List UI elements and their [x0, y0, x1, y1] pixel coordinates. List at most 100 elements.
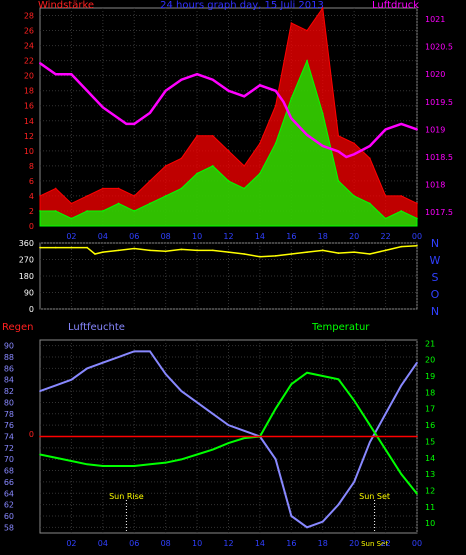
temp-point: [117, 465, 120, 467]
humidity-x-tick: 00: [412, 539, 422, 548]
pressure-point: [148, 111, 151, 114]
temp-tick-label: 18: [425, 388, 435, 397]
compass-label: W: [430, 254, 441, 267]
temp-tick-label: 10: [425, 519, 435, 528]
direction-tick-label: 90: [24, 289, 34, 298]
wind-x-tick-labels: 02 04 06 08 10 12 14 16 18 20 22 00: [66, 232, 422, 241]
wind-point: [290, 22, 293, 24]
temp-tick-label: 12: [425, 486, 435, 495]
wind-x-tick: 22: [380, 232, 390, 241]
pressure-point: [196, 73, 199, 76]
humidity-tick-label: 66: [4, 478, 14, 487]
wind-point: [196, 172, 198, 175]
pressure-point: [164, 89, 167, 92]
rain-axis-label: Regen: [2, 322, 34, 333]
wind-tick-label: 8: [29, 162, 34, 171]
pressure-point: [125, 122, 128, 125]
direction-point: [180, 248, 183, 251]
temp-point: [369, 424, 371, 426]
wind-point: [321, 7, 324, 9]
temp-point: [102, 465, 104, 467]
sunset-time-label: Sun Set: [361, 540, 388, 548]
temperature-axis-label: Temperatur: [311, 322, 370, 333]
humidity-point: [86, 367, 88, 370]
wind-point: [384, 195, 387, 197]
pressure-tick-label: 1017.5: [425, 208, 453, 217]
pressure-point: [243, 95, 246, 98]
wind-axis-label: Windstärke: [38, 0, 94, 11]
sunrise-label: Sun Rise: [109, 492, 144, 501]
temp-tick-label: 13: [425, 470, 435, 479]
wind-point: [243, 187, 246, 190]
humidity-tick-label: 58: [4, 523, 14, 532]
wind-tick-label: 4: [29, 192, 34, 201]
pressure-series-group: [39, 62, 418, 159]
temp-tick-label: 17: [425, 405, 435, 414]
pressure-point: [274, 89, 277, 92]
compass-label: N: [431, 305, 439, 318]
wind-point: [321, 112, 324, 115]
pressure-point: [337, 150, 340, 153]
humidity-tick-label: 86: [4, 364, 14, 373]
pressure-point: [180, 78, 183, 81]
direction-point: [86, 246, 88, 249]
humidity-tick-label: 72: [4, 444, 14, 453]
temp-point: [321, 375, 324, 377]
humidity-point: [353, 481, 355, 483]
temp-tick-label: 14: [425, 454, 435, 463]
direction-point: [400, 245, 403, 248]
humidity-point: [164, 373, 167, 375]
wind-point: [117, 202, 120, 205]
humidity-tick-label: 70: [4, 455, 14, 464]
humidity-point: [70, 378, 73, 381]
humidity-tick-label: 60: [4, 512, 14, 521]
humidity-x-tick: 14: [255, 539, 265, 548]
direction-tick-label: 180: [19, 272, 34, 281]
pressure-point: [282, 100, 285, 103]
temp-right-tick-labels: 10 11 12 13 14 15 16 17 18 19 20 21: [425, 339, 435, 528]
direction-point: [196, 249, 198, 252]
humidity-x-tick: 22: [380, 539, 390, 548]
temp-tick-label: 21: [425, 339, 435, 348]
wind-point: [290, 97, 293, 100]
humidity-point: [149, 350, 151, 353]
pressure-line: [39, 62, 418, 159]
humidity-point: [416, 361, 418, 364]
wind-point: [149, 202, 151, 205]
temp-point: [243, 437, 246, 439]
temp-point: [337, 378, 340, 381]
rain-tick-zero: 0: [29, 430, 34, 439]
humidity-tick-label: 76: [4, 421, 14, 430]
temp-point: [306, 371, 308, 374]
direction-point: [384, 249, 387, 252]
temp-point: [70, 460, 73, 462]
humidity-x-tick-labels: 02 04 06 08 10 12 14 16 18 20 22 00: [66, 539, 422, 548]
wind-series-area: [39, 59, 418, 227]
wind-point: [416, 217, 418, 220]
temp-point: [400, 473, 403, 475]
humidity-point: [306, 526, 308, 529]
humidity-point: [54, 384, 57, 387]
temp-point: [133, 465, 136, 467]
humidity-tick-label: 64: [4, 489, 14, 498]
humidity-x-tick: 06: [129, 539, 139, 548]
wind-point: [70, 202, 73, 205]
wind-tick-label: 12: [24, 132, 34, 141]
humidity-tick-label: 82: [4, 387, 14, 396]
direction-point: [353, 251, 355, 253]
humidity-x-tick: 02: [66, 539, 76, 548]
temp-point: [290, 383, 293, 385]
wind-point: [400, 210, 403, 212]
direction-point: [259, 255, 261, 258]
temp-tick-label: 19: [425, 372, 435, 381]
temp-point: [54, 456, 57, 459]
wind-point: [243, 165, 246, 167]
pressure-tick-label: 1019.5: [425, 98, 453, 107]
wind-x-tick: 14: [255, 232, 265, 241]
wind-x-tick: 00: [412, 232, 422, 241]
wind-tick-label: 18: [24, 87, 34, 96]
wind-tick-label: 22: [24, 57, 34, 66]
wind-point: [86, 210, 88, 212]
humidity-tick-label: 80: [4, 398, 14, 407]
direction-line: [40, 245, 418, 258]
